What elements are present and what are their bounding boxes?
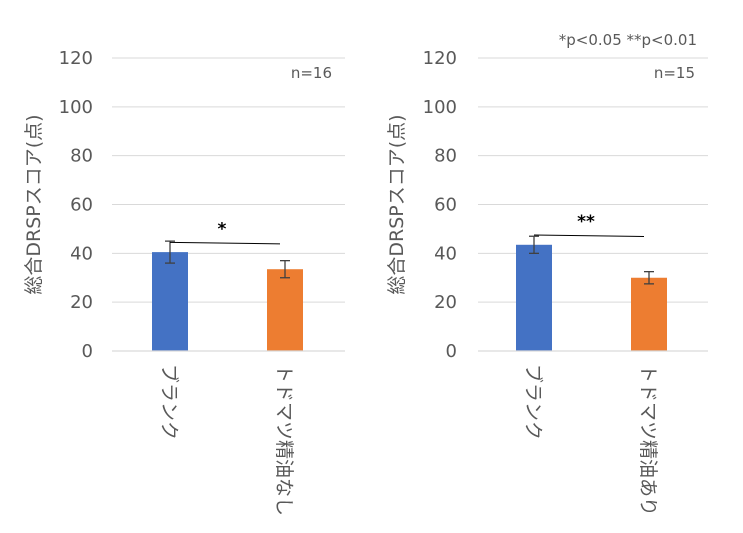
category-label: トドマツ精油あり — [637, 364, 659, 516]
n-label: n=16 — [291, 64, 332, 82]
category-label: ブランク — [522, 364, 545, 440]
category-label: ブランク — [158, 364, 181, 440]
bar — [267, 269, 303, 351]
y-tick-label: 40 — [70, 243, 93, 264]
y-tick-label: 20 — [434, 292, 457, 313]
category-label: トドマツ精油なし — [273, 364, 295, 516]
y-axis-label: 総合DRSPスコア(点) — [23, 114, 45, 294]
y-tick-label: 100 — [423, 97, 457, 118]
significance-line — [169, 241, 281, 245]
y-tick-label: 20 — [70, 292, 93, 313]
bar — [631, 277, 667, 351]
significance-note: *p<0.05 **p<0.01 — [559, 31, 697, 49]
chart-right: 0 20 40 60 80 100 120 総合DRSPスコア(点) ブランク トドマツ精油あり n… — [386, 48, 708, 516]
y-axis-label: 総合DRSPスコア(点) — [386, 114, 408, 294]
n-label: n=15 — [654, 64, 695, 82]
significance-marker: * — [218, 219, 227, 239]
chart-left: 0 20 40 60 80 100 120 総合DRSPスコア(点) ブランク トドマツ精油なし n… — [23, 48, 345, 516]
y-tick-label: 80 — [70, 146, 93, 167]
y-tick-label: 0 — [82, 341, 93, 362]
y-tick-label: 80 — [434, 146, 457, 167]
bar — [516, 244, 552, 351]
y-tick-label: 0 — [446, 341, 457, 362]
y-tick-label: 120 — [59, 48, 93, 69]
y-tick-label: 60 — [70, 195, 93, 216]
y-tick-label: 100 — [59, 97, 93, 118]
y-tick-label: 120 — [423, 48, 457, 69]
significance-line — [533, 234, 645, 238]
bar — [152, 252, 188, 351]
significance-marker: ** — [577, 212, 595, 232]
y-tick-label: 40 — [434, 243, 457, 264]
y-tick-label: 60 — [434, 195, 457, 216]
